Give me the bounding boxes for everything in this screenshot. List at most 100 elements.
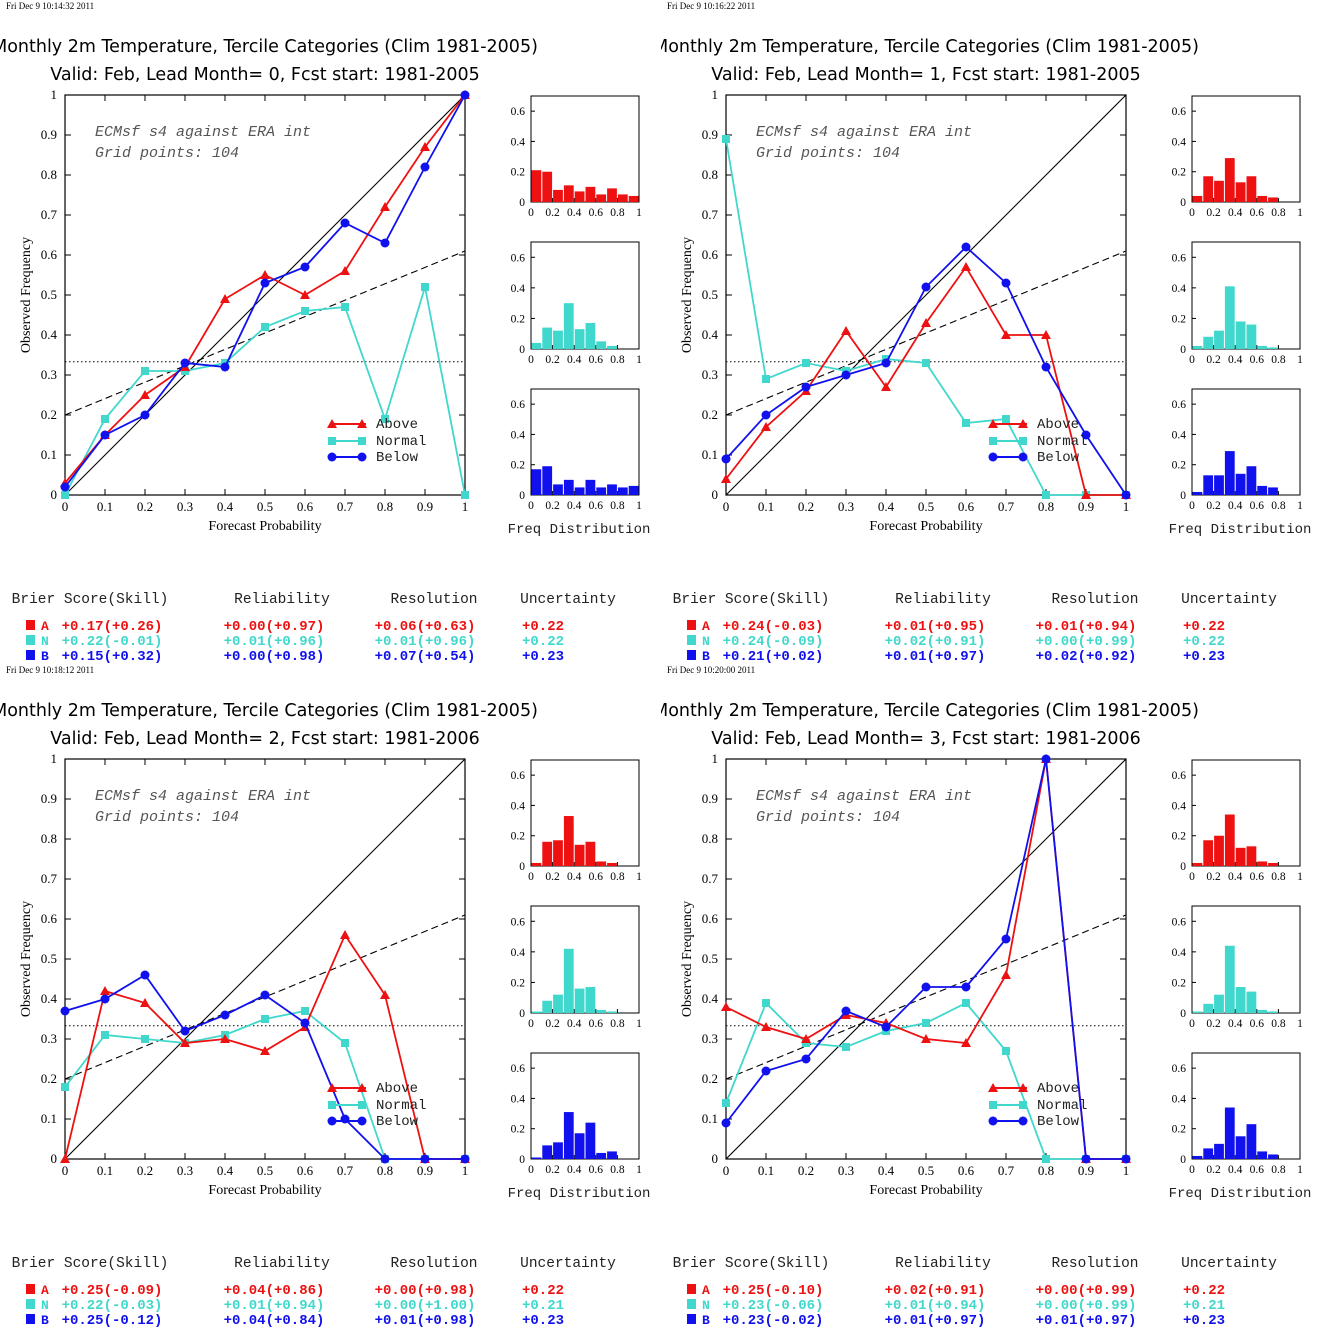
hist-bar-normal [1235,987,1246,1013]
x-tick-label: 0.1 [97,1163,113,1178]
hist-x-tick-label: 0 [1189,500,1195,512]
model-note: ECMsf s4 against ERA int [95,124,311,141]
hist-y-tick-label: 0.4 [511,800,526,812]
hist-x-tick-label: 0 [1189,871,1195,883]
point-normal [141,1035,149,1043]
brier-score: +0.23(-0.02) [723,1313,824,1328]
point-below [420,162,430,172]
hist-x-tick-label: 0 [528,1018,534,1030]
brier-score: +0.22(-0.03) [62,1298,163,1314]
hist-x-tick-label: 0.8 [1271,871,1286,883]
y-tick-label: 0.8 [41,167,57,182]
resolution-score: +0.07(+0.54) [375,649,476,664]
y-tick-label: 0.5 [702,287,718,302]
x-tick-label: 0.7 [998,499,1015,514]
hist-bar-below [1257,1151,1268,1159]
y-tick-label: 0.8 [702,831,718,846]
point-below [921,982,931,992]
hist-frame [530,905,640,1014]
hist-bar-above [1214,180,1224,202]
diagonal-line [725,94,1127,496]
y-tick-label: 0.4 [41,991,58,1006]
legend-marker [989,437,997,445]
point-below [260,278,270,288]
point-below [881,1022,891,1032]
hist-x-tick-label: 0.4 [567,1018,582,1030]
hist-x-tick-label: 0.8 [1271,1018,1286,1030]
hist-y-tick-label: 0.2 [1172,1124,1187,1136]
score-header: Brier Score(Skill) [673,1256,830,1272]
y-tick-label: 1 [712,87,719,102]
score-header: Uncertainty [1181,1256,1277,1272]
panel-lead-3: Fri Dec 9 10:20:00 2011 Monthly 2m Temper… [653,664,1322,1329]
x-tick-label: 0.3 [838,1163,854,1178]
legend-label: Normal [376,434,426,450]
point-below [300,1018,310,1028]
hist-bar-above [1203,176,1214,202]
hist-y-tick-label: 0.2 [1172,460,1187,472]
point-normal [261,323,269,331]
reliability-score: +0.04(+0.84) [224,1313,325,1328]
hist-x-tick-label: 1 [636,207,642,219]
hist-bar-above [1192,862,1203,866]
hist-bar-below [1268,1154,1278,1159]
score-cat-letter: A [702,1283,710,1298]
uncertainty-score: +0.23 [1183,1313,1225,1328]
brier-score: +0.22(-0.01) [62,634,163,650]
hist-bar-below [542,466,553,495]
hist-bar-normal [585,987,596,1013]
score-header: Uncertainty [520,592,616,608]
y-tick-label: 0 [712,487,719,502]
hist-x-tick-label: 0.2 [1206,500,1221,512]
point-above [220,294,230,303]
y-tick-label: 0.5 [702,951,718,966]
hist-bar-above [542,171,553,202]
hist-x-tick-label: 1 [636,354,642,366]
hist-bar-above [1257,195,1268,202]
hist-y-tick-label: 0 [1180,1008,1186,1020]
point-below [260,990,270,1000]
point-normal [61,1083,69,1091]
x-tick-label: 0.2 [137,499,153,514]
hist-bar-below [585,479,596,495]
reliability-score: +0.04(+0.86) [224,1283,325,1299]
point-above [1001,330,1011,339]
point-below [140,970,150,980]
x-tick-label: 0.7 [337,1163,354,1178]
hist-x-tick-label: 0 [528,871,534,883]
uncertainty-score: +0.22 [522,634,564,650]
point-below [841,1006,851,1016]
hist-frame [530,759,640,867]
hist-bar-normal [553,994,563,1013]
point-normal [762,999,770,1007]
legend-label: Above [1037,1081,1079,1097]
x-tick-label: 0.3 [177,499,193,514]
x-axis-label: Forecast Probability [869,1183,982,1198]
hist-caption: Freq Distribution [1169,1186,1312,1202]
y-tick-label: 1 [51,87,58,102]
y-tick-label: 0.9 [41,127,57,142]
hist-frame [530,388,640,496]
hist-x-tick-label: 0.6 [1250,207,1265,219]
reliability-score: +0.00(+0.98) [224,649,325,664]
point-above [921,318,931,327]
hist-bar-above [607,862,617,866]
point-above [801,1034,811,1043]
point-below [801,382,811,392]
hist-x-tick-label: 0.8 [610,500,625,512]
x-tick-label: 0.1 [97,499,113,514]
chart-title: Monthly 2m Temperature, Tercile Categori… [0,701,538,721]
point-above [340,266,350,275]
legend-marker [328,437,336,445]
point-above [721,1002,731,1011]
point-above [60,1154,70,1163]
no-skill-line [725,914,1127,1080]
hist-bar-below [1268,487,1278,495]
reliability-score: +0.01(+0.95) [885,619,986,635]
point-normal [101,1031,109,1039]
model-note: ECMsf s4 against ERA int [756,124,972,141]
hist-bar-normal [1192,345,1203,349]
hist-x-tick-label: 0.2 [1206,354,1221,366]
hist-x-tick-label: 1 [1297,354,1303,366]
x-tick-label: 0.8 [1038,499,1054,514]
